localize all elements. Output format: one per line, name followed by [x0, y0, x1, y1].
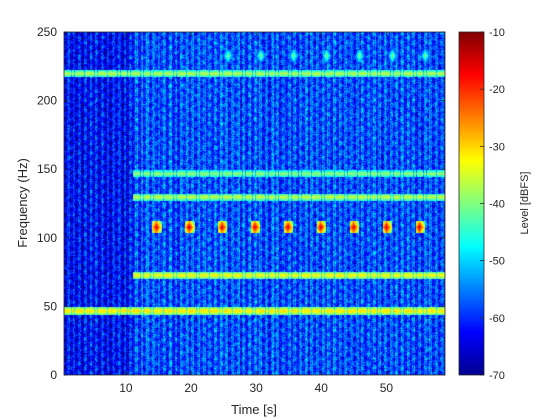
y-axis-label: Frequency (Hz): [15, 158, 30, 248]
y-tick-label: 50: [44, 299, 58, 313]
y-axis-ticks: 0 50 100 150 200 250: [37, 25, 445, 382]
y-tick-label: 250: [37, 25, 57, 39]
x-tick-label: 30: [249, 381, 263, 395]
y-tick-label: 0: [50, 368, 57, 382]
plot-frame: [63, 31, 446, 376]
colorbar-tick-label: -70: [489, 370, 505, 382]
colorbar-tick-label: -40: [489, 199, 505, 211]
colorbar-ticks: -10 -20 -30 -40 -50 -60 -70: [480, 27, 505, 382]
y-tick-label: 200: [37, 94, 57, 108]
y-tick-label: 150: [37, 162, 57, 176]
colorbar-tick-label: -10: [489, 27, 505, 39]
x-tick-label: 50: [380, 381, 394, 395]
x-tick-label: 10: [119, 381, 133, 395]
x-tick-label: 40: [315, 381, 329, 395]
colorbar-tick-label: -30: [489, 141, 505, 153]
x-axis-label: Time [s]: [231, 402, 277, 417]
colorbar-tick-label: -20: [489, 84, 505, 96]
colorbar-gradient: [458, 31, 485, 376]
x-tick-label: 20: [184, 381, 198, 395]
colorbar-label: Level [dBFS]: [519, 172, 531, 235]
colorbar-tick-label: -60: [489, 313, 505, 325]
y-tick-label: 100: [37, 231, 57, 245]
x-axis-ticks: 10 20 30 40 50: [119, 32, 393, 395]
colorbar: -10 -20 -30 -40 -50 -60 -70 Level [dBFS]: [458, 27, 531, 382]
spectrogram-heatmap: [64, 32, 445, 375]
plot-area: 10 20 30 40 50 0 50 100 150 200 250 Time [s] Freq…: [15, 25, 446, 417]
colorbar-tick-label: -50: [489, 256, 505, 268]
